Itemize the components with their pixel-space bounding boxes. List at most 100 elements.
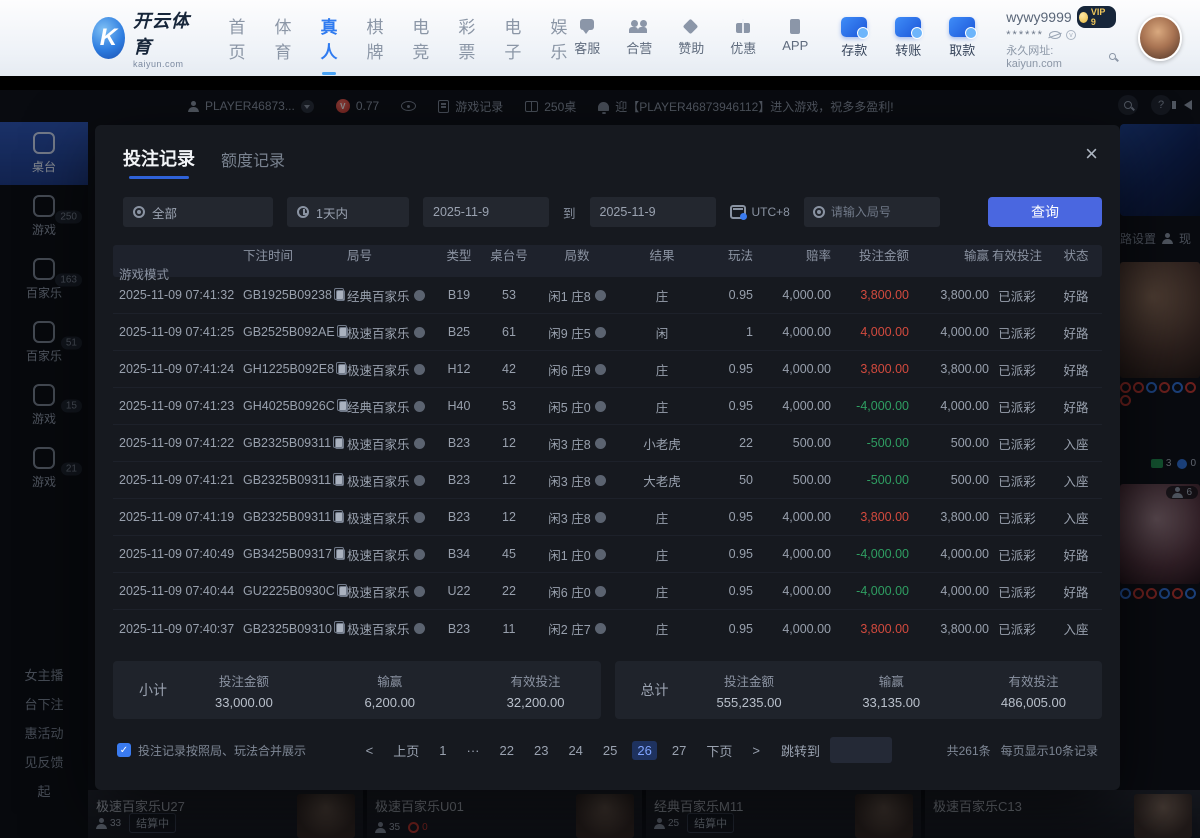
nav-link[interactable]: 彩票 [458, 18, 476, 62]
sidebar-item[interactable]: 百家乐 51 [0, 311, 88, 374]
eye-toggle-icon[interactable] [1048, 31, 1061, 39]
navbar-quick-item[interactable]: APP [776, 19, 814, 57]
table-row[interactable]: 2025-11-09 07:41:25 GB2525B092AE 极速百家乐 B… [113, 314, 1102, 351]
info-icon[interactable] [594, 326, 606, 338]
info-icon[interactable] [413, 289, 425, 301]
help-button[interactable]: ? [1151, 95, 1171, 115]
page-button[interactable]: 22 [499, 742, 514, 758]
page-button[interactable]: 25 [602, 742, 618, 758]
navbar-quick-item[interactable]: 赞助 [672, 19, 710, 57]
info-icon[interactable] [594, 548, 606, 560]
sidebar-item[interactable]: 桌台 [0, 122, 88, 185]
copy-icon[interactable] [336, 583, 348, 597]
info-icon[interactable] [594, 437, 606, 449]
table-tile[interactable]: 极速百家乐U01 35 0 [367, 790, 642, 838]
copy-icon[interactable] [333, 287, 345, 301]
date-range-select[interactable]: 1天内 [287, 197, 409, 227]
table-row[interactable]: 2025-11-09 07:40:37 GB2325B09310 极速百家乐 B… [113, 610, 1102, 647]
nav-link[interactable]: 首页 [228, 18, 246, 62]
table-row[interactable]: 2025-11-09 07:41:23 GH4025B0926C 经典百家乐 H… [113, 388, 1102, 425]
navbar-quick-item[interactable]: 合营 [620, 19, 658, 57]
table-tile[interactable]: 极速百家乐U27 33 结算中 [88, 790, 363, 838]
promo-banner[interactable] [1120, 124, 1200, 216]
modal-tab[interactable]: 额度记录 [221, 153, 286, 170]
wallet-item[interactable]: 转账 [888, 17, 928, 59]
info-icon[interactable] [413, 326, 425, 338]
brand-logo[interactable]: K 开云体育 kaiyun.com [92, 7, 193, 69]
sound-icon[interactable] [1172, 100, 1192, 110]
info-icon[interactable] [594, 363, 606, 375]
info-icon[interactable] [413, 511, 425, 523]
date-from-select[interactable]: 2025-11-9 [423, 197, 549, 227]
sidebar-bottom-item[interactable]: 见反馈 [24, 755, 64, 770]
info-icon[interactable] [594, 289, 606, 301]
info-icon[interactable] [594, 400, 606, 412]
page-button[interactable]: 24 [568, 742, 583, 758]
wallet-item[interactable]: 取款 [942, 17, 982, 59]
info-icon[interactable] [413, 548, 425, 560]
date-to-select[interactable]: 2025-11-9 [589, 197, 716, 227]
info-icon[interactable] [413, 474, 425, 486]
modal-tab[interactable]: 投注记录 [123, 145, 195, 179]
search-button[interactable]: 查询 [988, 197, 1102, 227]
navbar-quick-item[interactable]: 优惠 [724, 19, 762, 57]
wallet-item[interactable]: 存款 [834, 17, 874, 59]
table-row[interactable]: 2025-11-09 07:41:22 GB2325B09311 极速百家乐 B… [113, 425, 1102, 462]
table-count[interactable]: 250桌 [525, 98, 576, 115]
game-record-link[interactable]: 游戏记录 [438, 98, 503, 115]
sidebar-bottom-item[interactable]: 台下注 [24, 697, 64, 712]
copy-icon[interactable] [333, 472, 345, 486]
category-select[interactable]: 全部 [123, 197, 273, 227]
sidebar-item[interactable]: 百家乐 163 [0, 248, 88, 311]
page-button[interactable]: 1 [439, 742, 447, 758]
table-tile[interactable]: 经典百家乐M11 25 结算中 [646, 790, 921, 838]
jump-input[interactable] [829, 737, 892, 763]
page-button[interactable]: 下页 [706, 743, 733, 759]
copy-icon[interactable] [336, 324, 348, 338]
nav-link[interactable]: 真人 [320, 7, 338, 75]
nav-link[interactable]: 体育 [274, 18, 292, 62]
page-button[interactable]: 上页 [393, 743, 420, 759]
timezone[interactable]: UTC+8 [729, 205, 790, 220]
nav-link[interactable]: 电竞 [412, 18, 430, 62]
info-icon[interactable] [413, 400, 425, 412]
table-row[interactable]: 2025-11-09 07:41:32 GB1925B09238 经典百家乐 B… [113, 277, 1102, 314]
nav-link[interactable]: 棋牌 [366, 18, 384, 62]
table-row[interactable]: 2025-11-09 07:41:21 GB2325B09311 极速百家乐 B… [113, 462, 1102, 499]
nav-link[interactable]: 电子 [504, 18, 522, 62]
round-input[interactable] [830, 205, 931, 219]
info-icon[interactable] [413, 363, 425, 375]
lobby-search-button[interactable] [1118, 95, 1138, 115]
sidebar-item[interactable]: 游戏 15 [0, 374, 88, 437]
copy-icon[interactable] [336, 361, 348, 375]
copy-icon[interactable] [333, 621, 345, 634]
balance[interactable]: V 0.77 [335, 99, 379, 113]
page-button[interactable]: 27 [671, 742, 687, 758]
sidebar-item[interactable]: 游戏 250 [0, 185, 88, 248]
nav-link[interactable]: 娱乐 [550, 18, 568, 62]
table-row[interactable]: 2025-11-09 07:41:24 GH1225B092E8 极速百家乐 H… [113, 351, 1102, 388]
page-button[interactable]: 26 [632, 740, 657, 760]
sidebar-item[interactable]: 游戏 21 [0, 437, 88, 500]
chevron-down-icon[interactable] [300, 99, 314, 113]
visibility-toggle[interactable] [401, 101, 417, 111]
copy-icon[interactable] [336, 398, 348, 412]
page-button[interactable]: > [752, 742, 760, 758]
copy-icon[interactable] [333, 509, 345, 523]
info-icon[interactable] [594, 511, 606, 523]
info-icon[interactable] [594, 585, 606, 597]
info-icon[interactable] [413, 623, 425, 634]
sidebar-bottom-item[interactable]: 起 [37, 784, 51, 799]
navbar-quick-item[interactable]: 客服 [568, 19, 606, 57]
table-row[interactable]: 2025-11-09 07:40:44 GU2225B0930C 极速百家乐 U… [113, 573, 1102, 610]
info-icon[interactable] [413, 437, 425, 449]
page-button[interactable]: < [365, 742, 374, 758]
table-tile[interactable]: 极速百家乐C13 [925, 790, 1200, 838]
merge-checkbox[interactable]: ✓ [117, 743, 131, 757]
page-button[interactable]: ··· [466, 742, 480, 758]
info-icon[interactable] [594, 474, 606, 486]
road-settings[interactable]: 路设置 现 [1120, 232, 1192, 246]
sidebar-bottom-item[interactable]: 女主播 [24, 668, 64, 683]
info-icon[interactable] [413, 585, 425, 597]
table-row[interactable]: 2025-11-09 07:41:19 GB2325B09311 极速百家乐 B… [113, 499, 1102, 536]
